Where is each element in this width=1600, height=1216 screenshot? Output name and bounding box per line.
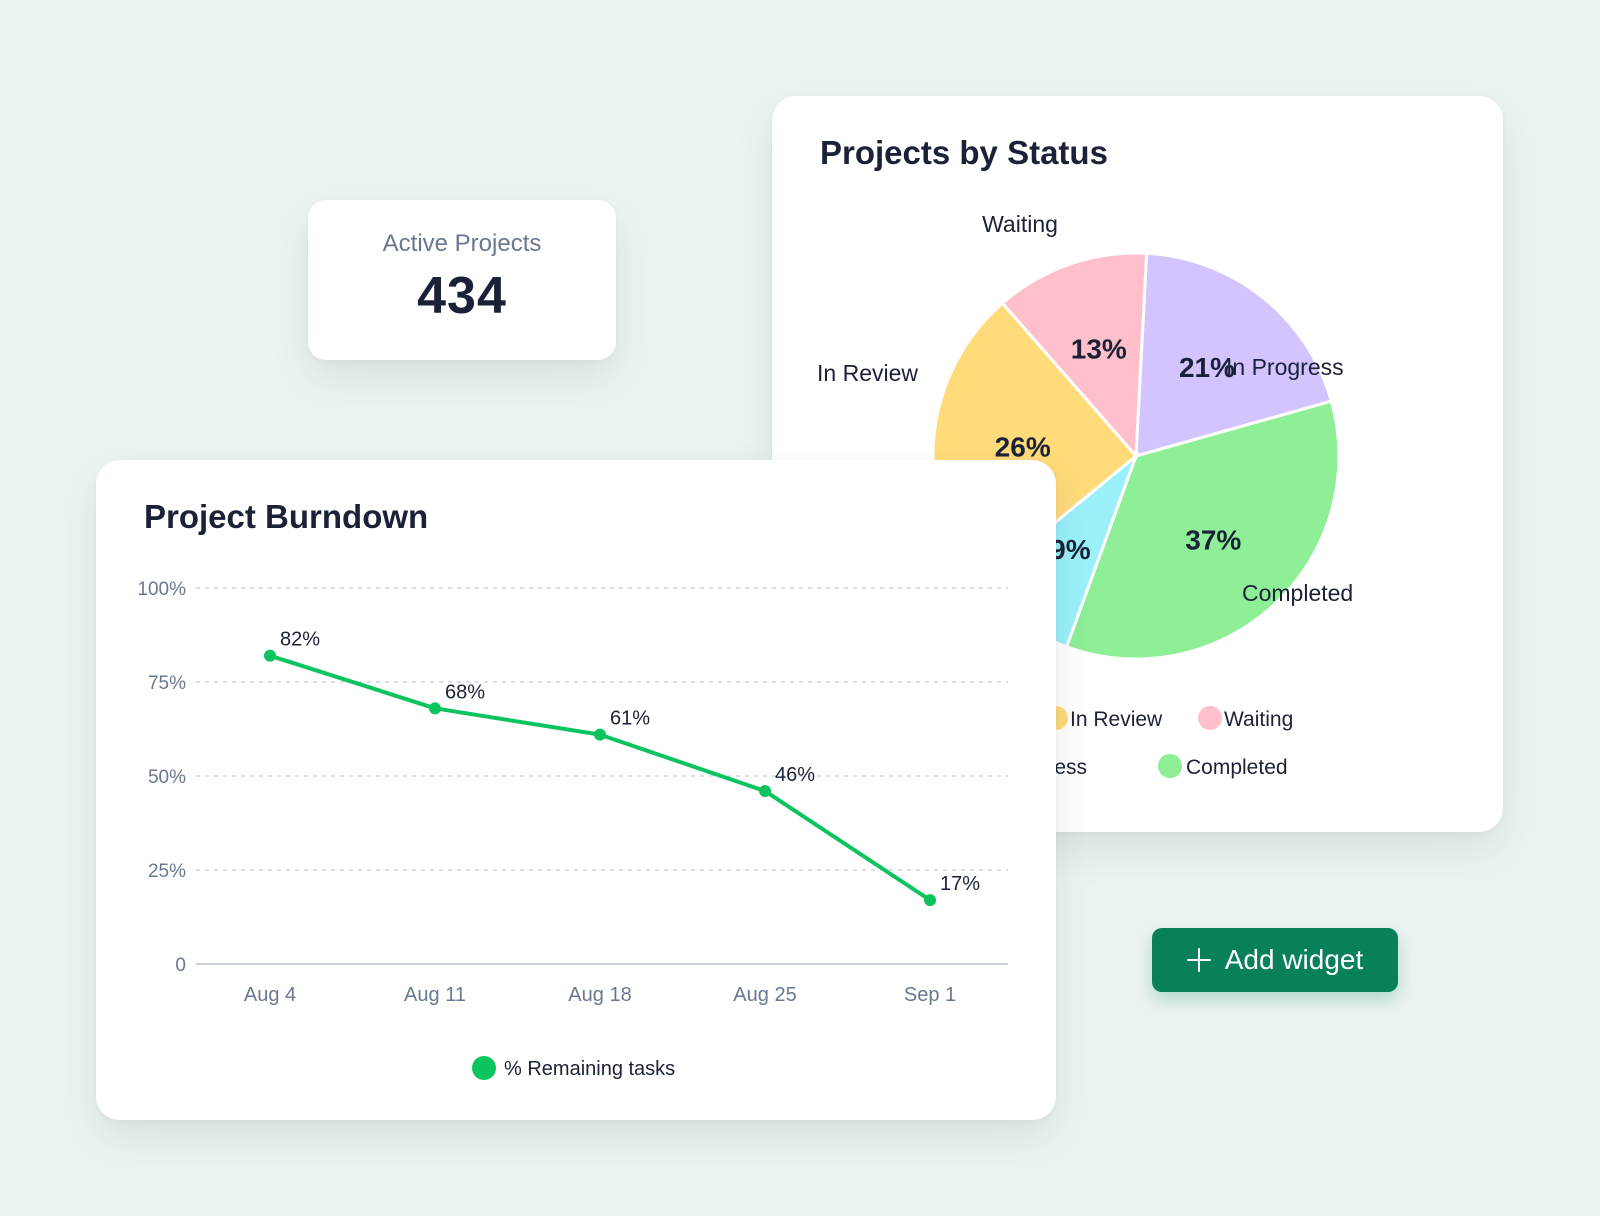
data-point: [594, 728, 606, 741]
y-tick-label: 25%: [148, 861, 186, 882]
legend-item-label: Completed: [1186, 756, 1288, 779]
pie-value-label: 9%: [1050, 534, 1091, 565]
legend-item-label: In Review: [1070, 708, 1163, 731]
pie-value-label: 37%: [1185, 524, 1241, 555]
pie-value-label: 13%: [1071, 334, 1127, 365]
pie-slice-in-progress: [1134, 251, 1334, 459]
kpi-label: Active Projects: [382, 230, 542, 257]
data-label: 46%: [775, 764, 815, 786]
data-label: 17%: [940, 873, 980, 895]
project-burndown-card: Project Burndown 0 25% 50% 75% 100% Aug 4 Aug …: [96, 460, 1056, 1120]
pie-value-label: 21%: [1179, 352, 1235, 383]
pie-slice-completed: [1064, 399, 1341, 661]
data-point: [264, 649, 276, 662]
pie-card-title: Projects by Status: [820, 134, 1108, 171]
legend-item-label: Waiting: [1224, 708, 1293, 731]
pie-slice-waiting: [1000, 251, 1149, 460]
x-tick-label: Aug 25: [733, 984, 796, 1006]
data-point: [429, 702, 441, 715]
burndown-line-chart: 0 25% 50% 75% 100% Aug 4 Aug 11 Aug 18 Aug 25 Sep…: [137, 579, 1008, 1080]
x-tick-label: Aug 18: [568, 984, 631, 1006]
pie-category-label: In Progress: [1226, 354, 1344, 380]
x-tick-label: Aug 11: [404, 984, 466, 1006]
data-point: [924, 894, 936, 907]
add-widget-button[interactable]: Add widget: [1152, 928, 1398, 992]
y-tick-label: 75%: [148, 673, 186, 694]
y-tick-label: 50%: [148, 767, 186, 788]
x-tick-label: Aug 4: [244, 984, 296, 1006]
pie-category-label: Completed: [1242, 580, 1353, 606]
data-label: 61%: [610, 708, 650, 730]
legend-swatch: [1198, 706, 1222, 730]
pie-category-label: In Review: [817, 360, 918, 386]
add-widget-label: Add widget: [1224, 944, 1364, 975]
series-line-remaining-tasks: [268, 653, 932, 903]
data-label: 68%: [445, 681, 485, 703]
pie-value-label: 26%: [995, 432, 1051, 463]
pie-category-label: Waiting: [982, 211, 1058, 237]
burndown-card-title: Project Burndown: [144, 498, 429, 535]
plus-icon: [1186, 948, 1211, 972]
active-projects-card: Active Projects 434: [308, 200, 616, 360]
x-tick-label: Sep 1: [904, 984, 956, 1006]
legend-swatch: [1158, 754, 1182, 778]
legend-item-label: % Remaining tasks: [504, 1058, 675, 1080]
data-point: [759, 785, 771, 798]
kpi-value: 434: [417, 267, 507, 325]
y-tick-label: 0: [175, 955, 186, 976]
y-tick-label: 100%: [137, 579, 186, 600]
legend-swatch: [472, 1056, 496, 1080]
data-label: 82%: [280, 629, 320, 651]
